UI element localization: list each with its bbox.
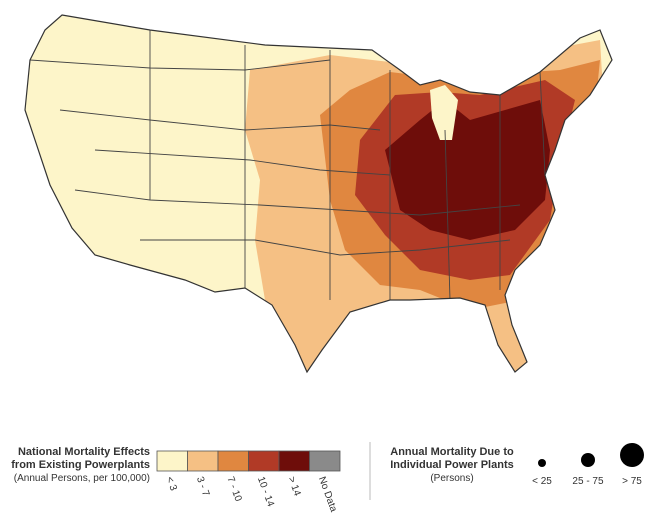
legend-swatch	[278, 450, 310, 472]
legend-label: > 14	[285, 475, 302, 498]
map-region	[430, 85, 458, 140]
size-symbol	[581, 453, 595, 467]
legend-swatch	[156, 450, 188, 472]
legend-label: 3 - 7	[194, 475, 211, 498]
legend-subtitle: (Persons)	[430, 473, 473, 484]
legend-title: Annual Mortality Due to	[390, 446, 514, 458]
map-region	[385, 100, 550, 240]
plants-legend: Annual Mortality Due to Individual Power…	[390, 443, 644, 487]
legend-subtitle: (Annual Persons, per 100,000)	[14, 473, 150, 484]
legend-title: from Existing Powerplants	[11, 459, 150, 471]
swatches: < 3 3 - 7 7 - 10 10 - 14 > 14 No Data	[156, 450, 341, 513]
size-label: < 25	[532, 476, 552, 487]
size-label: > 75	[622, 476, 642, 487]
legend-swatch	[248, 450, 280, 472]
legend-label: 10 - 14	[255, 475, 276, 508]
legend-swatch	[187, 450, 219, 472]
legend-label: No Data	[316, 475, 339, 513]
size-label: 25 - 75	[572, 476, 604, 487]
legend-label: < 3	[163, 475, 178, 492]
us-outline	[24, 14, 613, 374]
legend-label: 7 - 10	[224, 475, 243, 503]
legend-swatch	[309, 450, 341, 472]
bubbles: < 25 25 - 75 > 75	[532, 443, 644, 487]
mortality-legend: National Mortality Effects from Existing…	[11, 446, 341, 513]
size-symbol	[620, 443, 644, 467]
legend-title: Individual Power Plants	[390, 459, 513, 471]
size-symbol	[538, 459, 546, 467]
legend-title: National Mortality Effects	[18, 446, 150, 458]
state-borders	[29, 30, 546, 301]
legend-swatch	[217, 450, 249, 472]
